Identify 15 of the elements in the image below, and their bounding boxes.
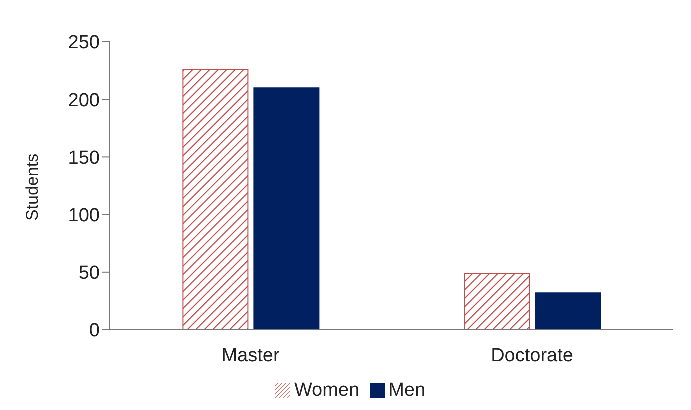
bar (535, 292, 602, 330)
y-tick-label: 250 (68, 32, 100, 54)
y-axis-title: Students (23, 154, 42, 221)
legend-label: Men (388, 380, 426, 401)
x-tick-label: Doctorate (491, 345, 574, 366)
y-tick-label: 0 (89, 320, 100, 342)
x-tick-label: Master (222, 345, 280, 366)
bar (464, 273, 530, 330)
bar (182, 69, 249, 330)
bar (254, 88, 320, 330)
legend-label: Women (294, 380, 360, 401)
y-tick-label: 100 (68, 206, 100, 227)
y-tick-label: 150 (68, 148, 100, 169)
y-tick-label: 200 (68, 90, 100, 112)
y-tick-label: 50 (78, 263, 100, 284)
